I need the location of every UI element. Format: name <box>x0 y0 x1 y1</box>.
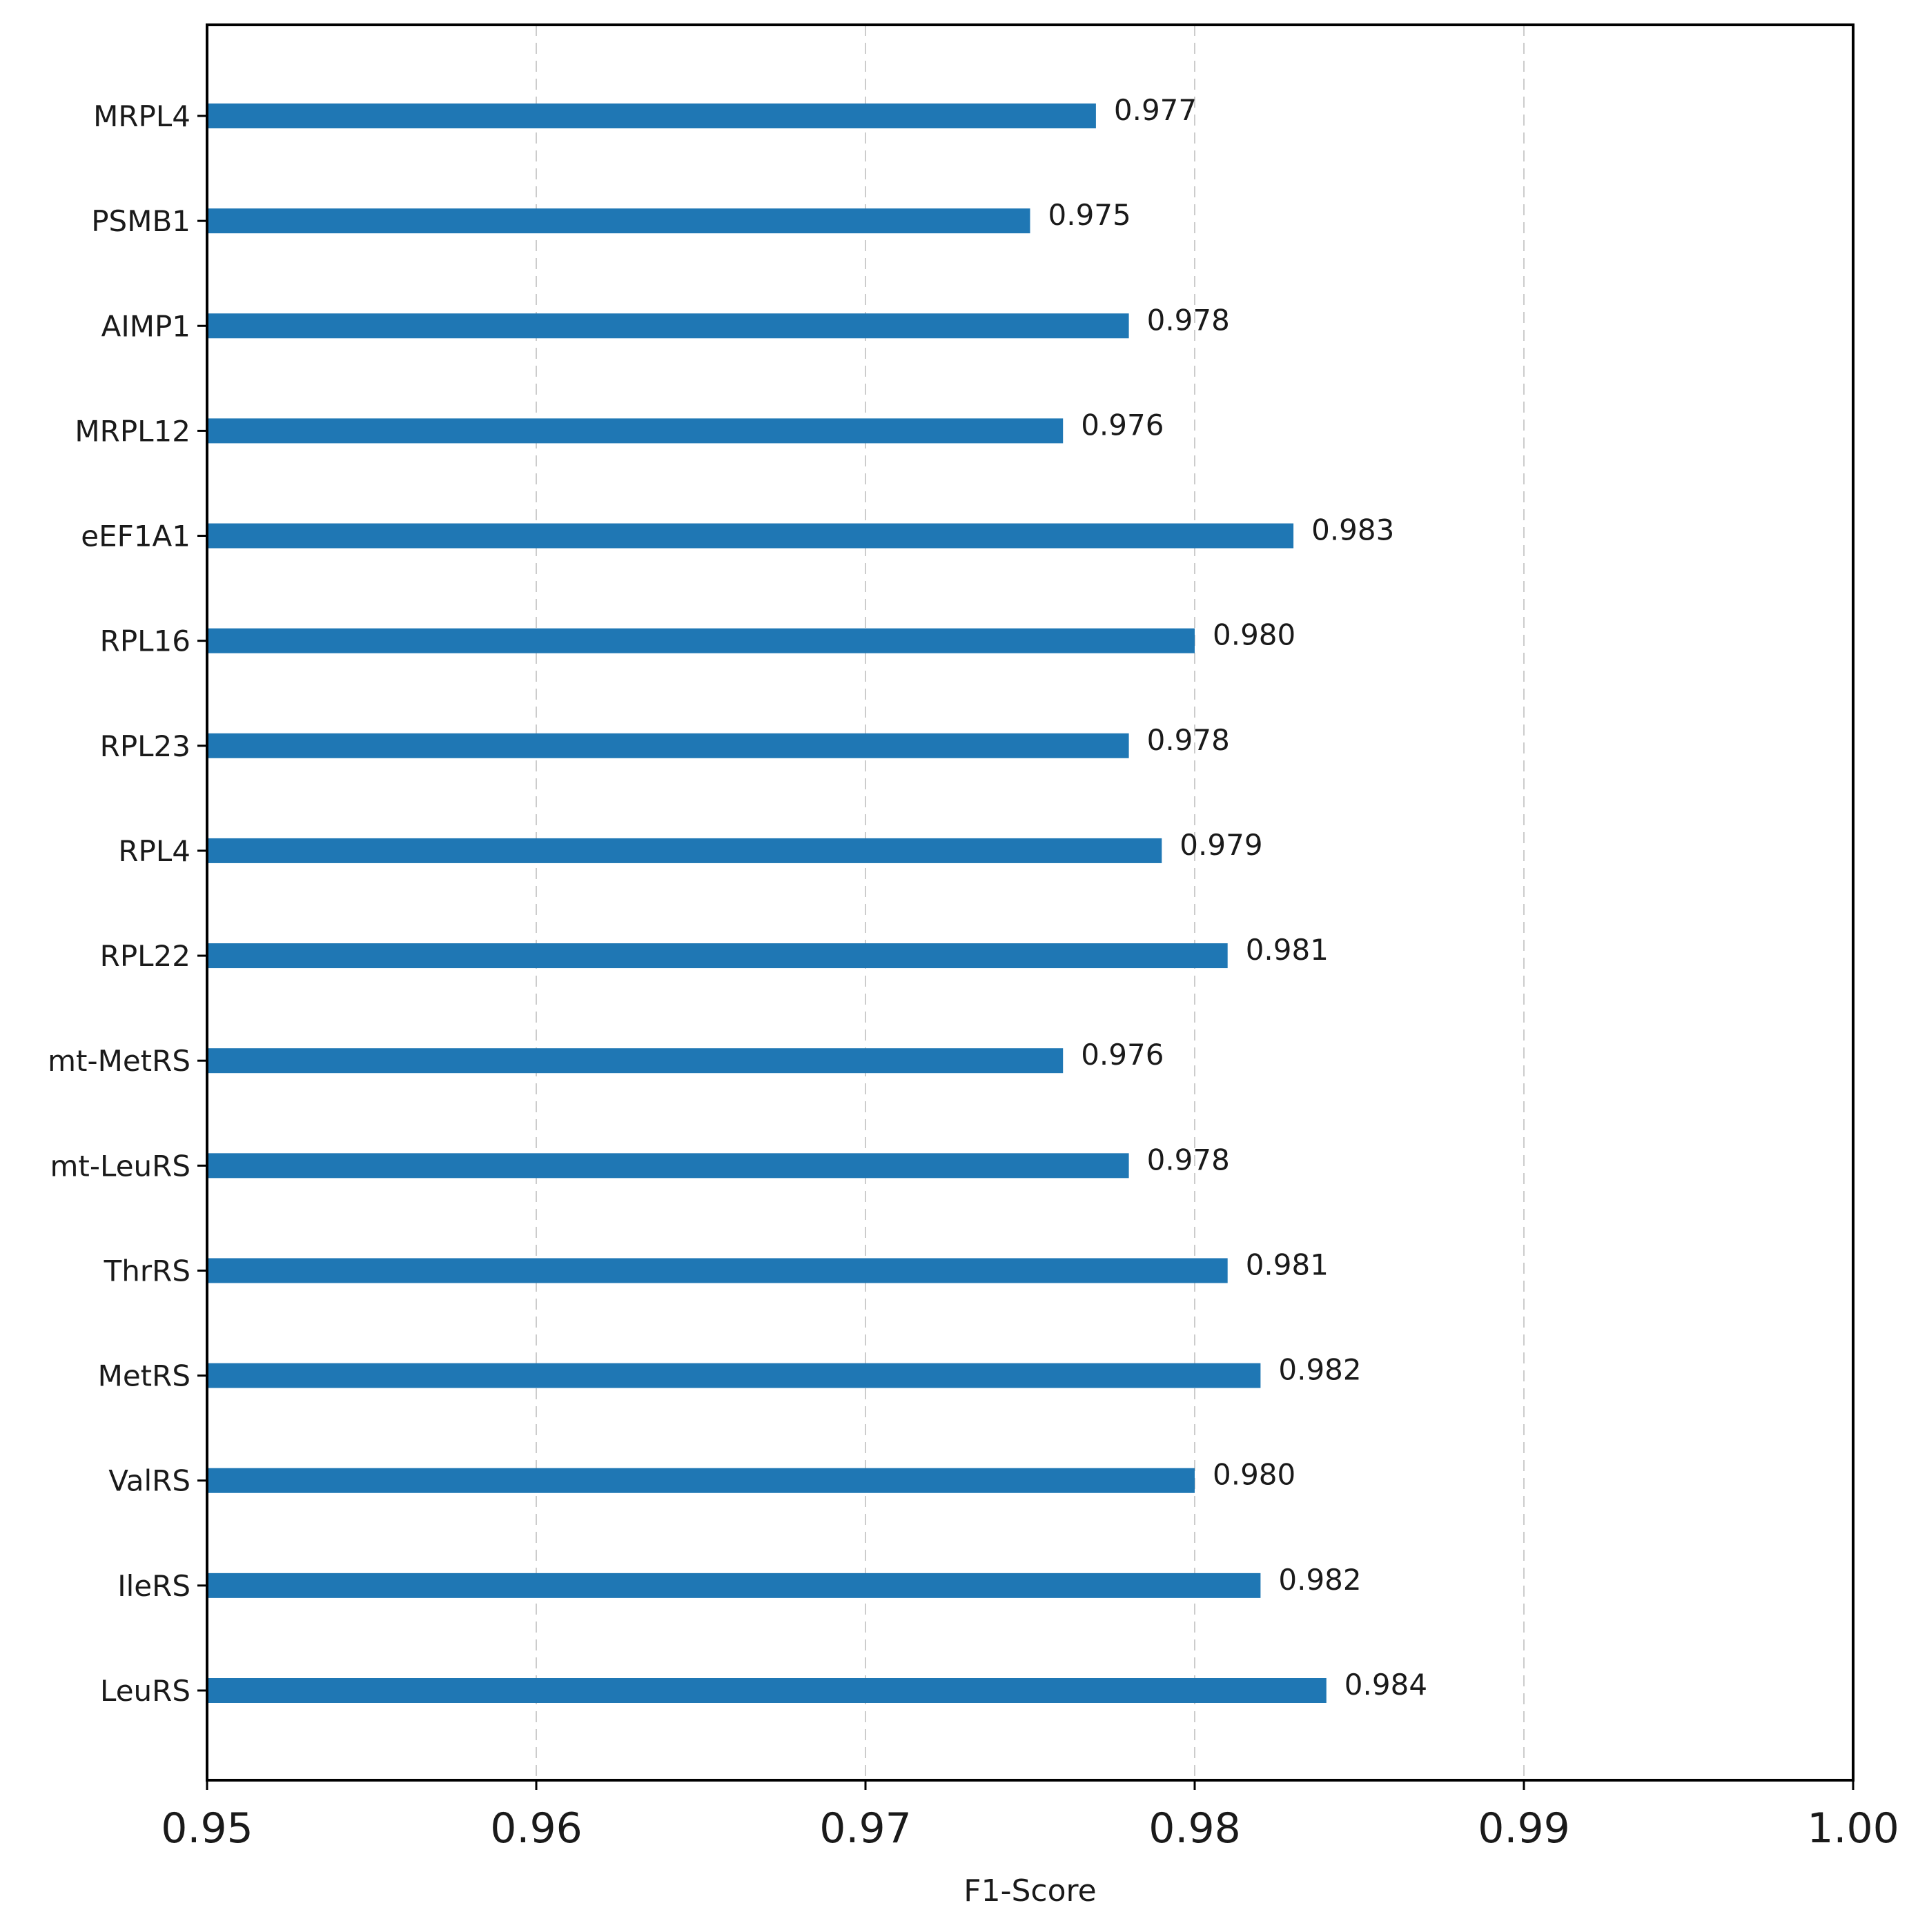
value-label: 0.976 <box>1081 1038 1164 1072</box>
category-label: mt-LeuRS <box>50 1149 191 1183</box>
value-label: 0.979 <box>1180 828 1262 862</box>
value-label: 0.984 <box>1344 1668 1427 1702</box>
bar-metrs <box>207 1363 1261 1388</box>
bar-thrrs <box>207 1258 1228 1283</box>
value-label: 0.982 <box>1278 1353 1361 1387</box>
category-label: RPL22 <box>100 939 190 973</box>
value-label: 0.978 <box>1147 723 1230 757</box>
value-label: 0.978 <box>1147 303 1230 337</box>
bar-rpl4 <box>207 838 1162 863</box>
bar-psmb1 <box>207 208 1030 234</box>
value-label: 0.980 <box>1213 618 1295 652</box>
value-label: 0.975 <box>1048 198 1131 232</box>
category-label: RPL16 <box>100 624 190 658</box>
value-label: 0.981 <box>1246 933 1329 967</box>
category-label: ThrRS <box>104 1254 190 1288</box>
category-label: LeuRS <box>100 1674 190 1708</box>
value-label: 0.976 <box>1081 408 1164 442</box>
category-label: PSMB1 <box>91 204 190 238</box>
category-label: MRPL4 <box>93 99 190 133</box>
plot-frame <box>206 23 1855 1782</box>
x-tick-label: 0.96 <box>490 1804 583 1853</box>
bar-ilers <box>207 1573 1261 1598</box>
category-label: AIMP1 <box>101 309 190 343</box>
category-label: ValRS <box>108 1464 190 1498</box>
y-axis: MRPL4 PSMB1 AIMP1 MRPL12 eEF1A1 RPL16 RPL23 RPL… <box>48 99 207 1708</box>
value-label: 0.982 <box>1278 1563 1361 1597</box>
category-label: mt-MetRS <box>48 1044 190 1078</box>
x-axis: 0.95 0.96 0.97 0.98 0.99 1.00 <box>161 1780 1899 1853</box>
x-tick-label: 0.99 <box>1478 1804 1570 1853</box>
x-gridlines <box>536 25 1525 1780</box>
bar-rpl22 <box>207 943 1228 969</box>
bar-aimp1 <box>207 313 1129 339</box>
x-tick-label: 0.98 <box>1148 1804 1241 1853</box>
bar-valrs <box>207 1468 1195 1493</box>
bar-value-labels: 0.977 0.975 0.978 0.976 0.983 0.980 0.978 0.979… <box>1048 93 1428 1702</box>
category-label: RPL4 <box>118 834 190 868</box>
value-label: 0.983 <box>1311 513 1394 547</box>
x-tick-label: 0.97 <box>819 1804 912 1853</box>
bar-mrpl4 <box>207 103 1096 128</box>
category-label: eEF1A1 <box>81 520 190 553</box>
x-tick-label: 1.00 <box>1807 1804 1899 1853</box>
bar-mt-metrs <box>207 1048 1064 1074</box>
bar-rpl23 <box>207 733 1129 758</box>
bar-rpl16 <box>207 628 1195 653</box>
bar-leurs <box>207 1678 1327 1703</box>
bar-eef1a1 <box>207 523 1294 549</box>
value-label: 0.980 <box>1213 1458 1295 1492</box>
category-label: IleRS <box>117 1569 190 1603</box>
bars <box>207 103 1327 1703</box>
bar-mrpl12 <box>207 418 1064 444</box>
category-label: MRPL12 <box>75 414 190 448</box>
value-label: 0.981 <box>1246 1248 1329 1281</box>
category-label: RPL23 <box>100 729 190 763</box>
value-label: 0.977 <box>1114 93 1197 127</box>
category-label: MetRS <box>98 1359 190 1393</box>
x-axis-title: F1-Score <box>963 1873 1096 1909</box>
value-label: 0.978 <box>1147 1143 1230 1176</box>
x-tick-label: 0.95 <box>161 1804 253 1853</box>
bar-mt-leurs <box>207 1153 1129 1179</box>
